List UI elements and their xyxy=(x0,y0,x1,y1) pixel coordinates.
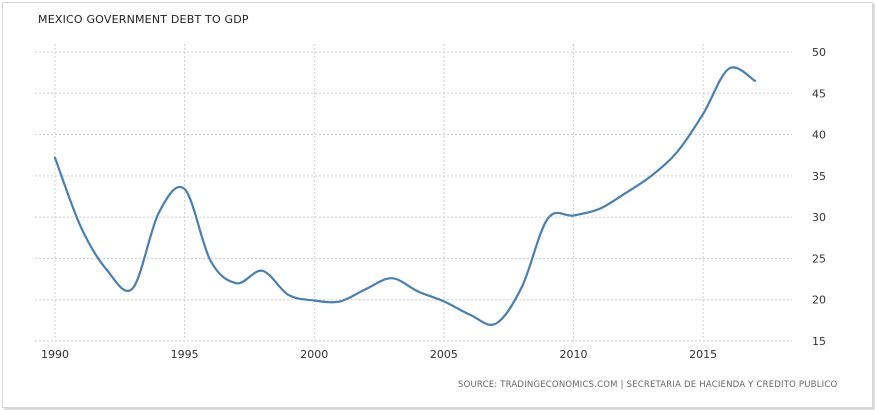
y-tick-label: 15 xyxy=(812,335,826,348)
x-tick-label: 2015 xyxy=(689,348,717,361)
series-line xyxy=(53,66,757,326)
x-tick-label: 2010 xyxy=(560,348,588,361)
x-tick-label: 1995 xyxy=(171,348,199,361)
y-tick-label: 40 xyxy=(812,129,826,142)
chart-title: MEXICO GOVERNMENT DEBT TO GDP xyxy=(38,13,249,26)
x-axis: 1990 1995 2000 2005 2010 2015 xyxy=(41,348,717,361)
source-note: SOURCE: TRADINGECONOMICS.COM | SECRETARI… xyxy=(458,380,838,390)
x-tick-label: 1990 xyxy=(41,348,69,361)
grid-lines xyxy=(35,44,792,342)
y-tick-label: 50 xyxy=(812,46,826,59)
y-tick-label: 45 xyxy=(812,87,826,100)
y-tick-label: 25 xyxy=(812,252,826,265)
y-axis: 15 20 25 30 35 40 45 50 xyxy=(812,46,826,348)
x-tick-label: 2005 xyxy=(430,348,458,361)
x-tick-label: 2000 xyxy=(300,348,328,361)
y-tick-label: 35 xyxy=(812,170,826,183)
y-tick-label: 20 xyxy=(812,294,826,307)
y-tick-label: 30 xyxy=(812,211,826,224)
